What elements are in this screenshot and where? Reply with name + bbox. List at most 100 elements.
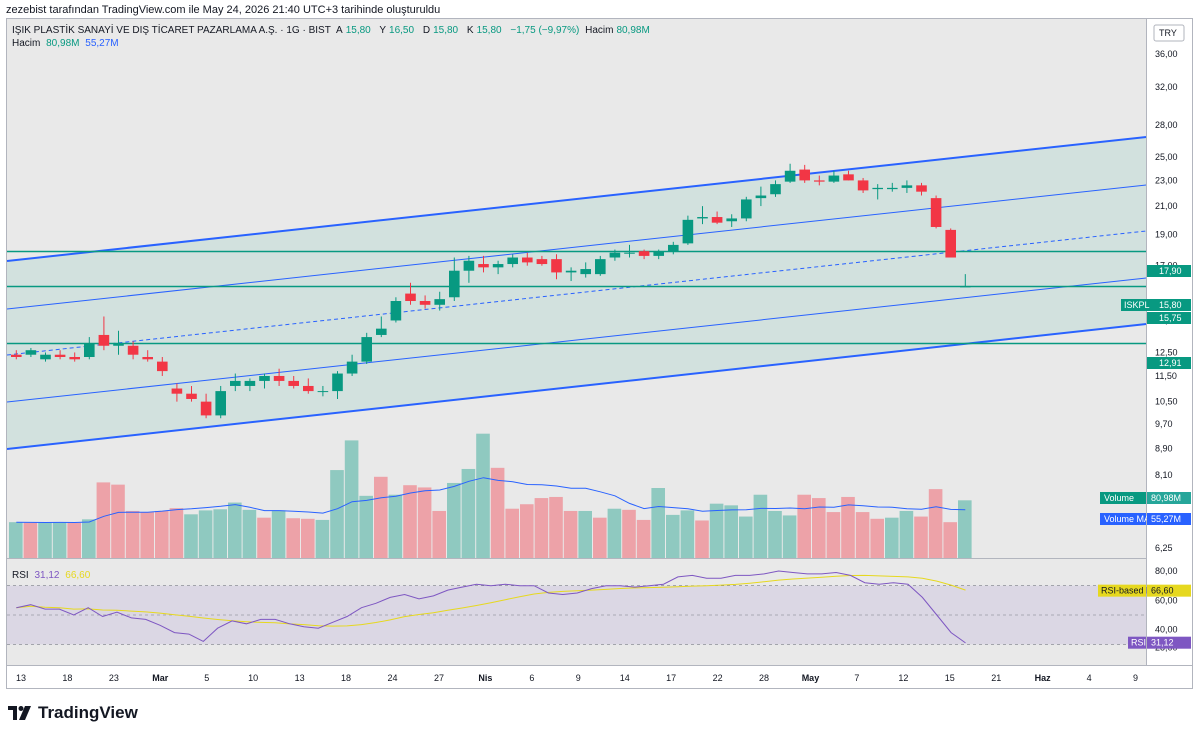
volume-bar[interactable] xyxy=(695,520,709,558)
candle-up[interactable] xyxy=(40,354,51,360)
candle-up[interactable] xyxy=(361,337,372,362)
volume-bar[interactable] xyxy=(213,509,227,558)
candle-up[interactable] xyxy=(376,328,387,335)
volume-bar[interactable] xyxy=(23,522,38,558)
volume-legend-label[interactable]: Hacim xyxy=(12,38,41,49)
volume-bar[interactable] xyxy=(330,470,344,558)
volume-bar[interactable] xyxy=(768,510,782,558)
candle-up[interactable] xyxy=(580,269,591,275)
candle-down[interactable] xyxy=(127,345,139,355)
volume-ma-line[interactable] xyxy=(16,477,966,524)
candle-up[interactable] xyxy=(872,187,883,190)
volume-bar[interactable] xyxy=(271,510,286,558)
candle-down[interactable] xyxy=(11,354,22,357)
candle-up[interactable] xyxy=(449,270,460,298)
candle-down[interactable] xyxy=(799,169,810,181)
candle-down[interactable] xyxy=(186,393,197,399)
volume-bar[interactable] xyxy=(505,508,519,558)
candle-down[interactable] xyxy=(478,264,489,268)
volume-bar[interactable] xyxy=(359,495,373,558)
rsi-legend-label[interactable]: RSI xyxy=(12,570,29,581)
volume-bar[interactable] xyxy=(826,512,841,558)
rsi-tag-name[interactable] xyxy=(1128,636,1146,649)
volume-bar[interactable] xyxy=(841,496,855,558)
candle-down[interactable] xyxy=(98,334,110,346)
volume-bar[interactable] xyxy=(534,498,549,558)
indicator-tag-name[interactable] xyxy=(1100,513,1146,525)
indicator-tag-name[interactable] xyxy=(1100,492,1146,504)
volume-bar[interactable] xyxy=(520,504,534,558)
candle-up[interactable] xyxy=(390,301,402,321)
candle-up[interactable] xyxy=(697,217,708,219)
rsi-tag-value[interactable] xyxy=(1147,636,1191,649)
candle-up[interactable] xyxy=(84,343,95,357)
candle-up[interactable] xyxy=(507,257,518,265)
candle-up[interactable] xyxy=(565,270,577,273)
volume-bar[interactable] xyxy=(38,522,52,558)
volume-bar[interactable] xyxy=(680,510,695,558)
rsi-line[interactable] xyxy=(16,570,966,644)
candle-down[interactable] xyxy=(288,380,299,386)
candle-down[interactable] xyxy=(711,217,723,223)
price-tag[interactable] xyxy=(1147,265,1191,277)
volume-bar[interactable] xyxy=(899,510,914,558)
rsi-ma-tag-name[interactable] xyxy=(1098,584,1146,597)
candle-up[interactable] xyxy=(463,260,475,271)
volume-bar[interactable] xyxy=(797,494,811,558)
volume-bar[interactable] xyxy=(140,512,154,558)
volume-bar[interactable] xyxy=(257,517,271,558)
candle-down[interactable] xyxy=(857,180,869,191)
volume-bar[interactable] xyxy=(563,510,578,558)
volume-bar[interactable] xyxy=(417,487,432,558)
candle-down[interactable] xyxy=(945,229,956,258)
volume-bar[interactable] xyxy=(724,505,738,558)
candle-down[interactable] xyxy=(522,257,533,263)
channel-lower-line[interactable] xyxy=(6,323,1147,450)
volume-bar[interactable] xyxy=(198,510,213,558)
volume-bar[interactable] xyxy=(622,509,636,558)
candle-down[interactable] xyxy=(419,301,431,305)
candle-up[interactable] xyxy=(668,244,679,252)
volume-bar[interactable] xyxy=(169,508,184,558)
volume-bar[interactable] xyxy=(636,519,651,558)
candle-up[interactable] xyxy=(595,259,606,275)
volume-bar[interactable] xyxy=(958,500,972,558)
candle-down[interactable] xyxy=(157,361,168,372)
volume-bar[interactable] xyxy=(943,522,957,558)
indicator-tag-value[interactable] xyxy=(1147,492,1191,504)
candle-up[interactable] xyxy=(828,175,840,182)
candle-up[interactable] xyxy=(887,187,898,190)
volume-bar[interactable] xyxy=(870,518,884,558)
volume-bar[interactable] xyxy=(812,498,826,558)
candle-up[interactable] xyxy=(624,252,635,254)
candle-up[interactable] xyxy=(741,199,752,219)
volume-bar[interactable] xyxy=(855,512,870,558)
candle-up[interactable] xyxy=(784,170,796,182)
volume-bar[interactable] xyxy=(155,510,169,558)
candle-down[interactable] xyxy=(930,198,942,227)
volume-bar[interactable] xyxy=(52,522,67,558)
volume-bar[interactable] xyxy=(447,482,461,558)
volume-bar[interactable] xyxy=(67,522,81,558)
candle-up[interactable] xyxy=(609,252,621,258)
candle-down[interactable] xyxy=(536,259,548,265)
volume-bar[interactable] xyxy=(344,440,359,558)
rsi-ma-line[interactable] xyxy=(16,574,966,627)
volume-bar[interactable] xyxy=(753,494,768,558)
channel-upper-line[interactable] xyxy=(6,136,1147,262)
indicator-tag-value[interactable] xyxy=(1147,513,1191,525)
candle-up[interactable] xyxy=(113,343,124,346)
candle-up[interactable] xyxy=(492,264,504,268)
candle-up[interactable] xyxy=(960,286,971,288)
candle-up[interactable] xyxy=(25,350,37,355)
volume-bar[interactable] xyxy=(125,510,140,558)
candle-up[interactable] xyxy=(755,195,767,199)
candle-up[interactable] xyxy=(215,391,226,416)
volume-bar[interactable] xyxy=(388,494,403,558)
volume-bar[interactable] xyxy=(228,502,242,558)
volume-bar[interactable] xyxy=(242,509,257,558)
rsi-ma-tag-value[interactable] xyxy=(1147,584,1191,597)
tradingview-logo[interactable]: TradingView xyxy=(8,703,138,723)
price-tag[interactable] xyxy=(1147,299,1191,311)
volume-bar[interactable] xyxy=(578,510,592,558)
